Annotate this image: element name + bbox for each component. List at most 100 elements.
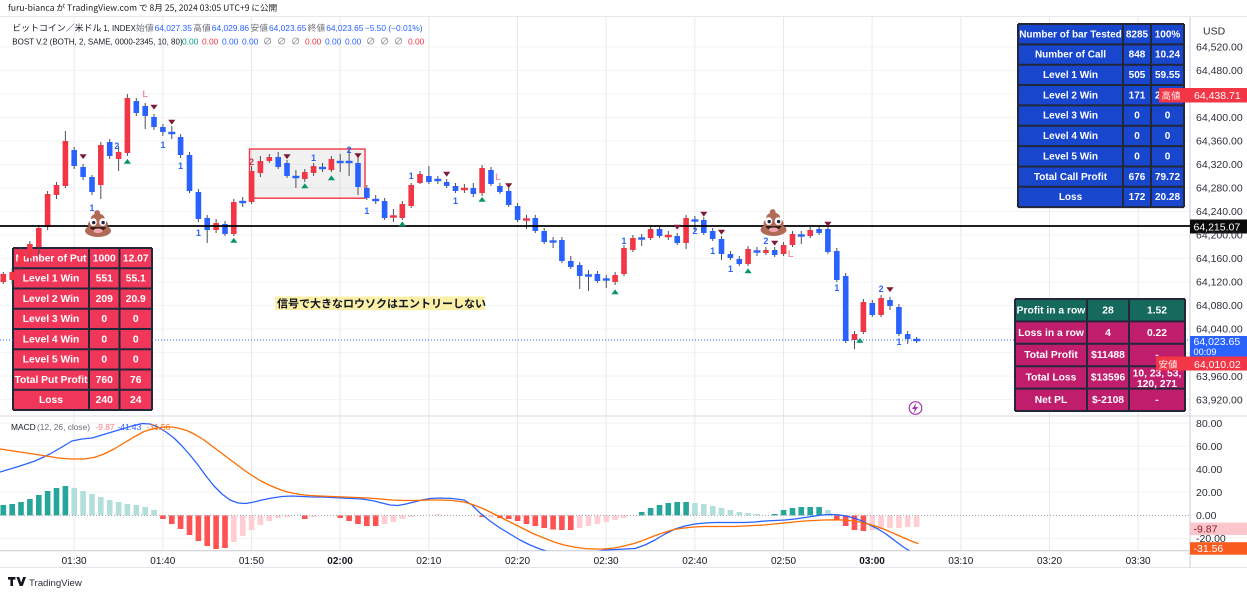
- svg-text:Number of bar Tested: Number of bar Tested: [1019, 29, 1122, 40]
- svg-text:1: 1: [834, 283, 839, 293]
- svg-text:0: 0: [1134, 131, 1140, 142]
- svg-text:2: 2: [249, 157, 254, 167]
- svg-text:63,920.00: 63,920.00: [1196, 394, 1243, 406]
- svg-text:Loss in a row: Loss in a row: [1018, 328, 1085, 339]
- svg-text:0: 0: [1134, 151, 1140, 162]
- svg-text:Loss: Loss: [39, 395, 63, 406]
- svg-text:63,960.00: 63,960.00: [1196, 371, 1243, 383]
- svg-text:00:09: 00:09: [1194, 347, 1217, 357]
- svg-text:01:30: 01:30: [62, 556, 87, 567]
- svg-text:Level 4 Win: Level 4 Win: [23, 334, 80, 345]
- svg-text:60.00: 60.00: [1196, 441, 1222, 453]
- svg-text:1: 1: [728, 264, 733, 274]
- svg-text:0.00: 0.00: [408, 37, 425, 47]
- svg-text:64,200.00: 64,200.00: [1196, 230, 1243, 242]
- svg-text:Level 4 Win: Level 4 Win: [1043, 131, 1098, 142]
- svg-text:02:00: 02:00: [327, 556, 353, 567]
- svg-text:64,520.00: 64,520.00: [1196, 42, 1243, 54]
- svg-text:L: L: [142, 89, 148, 99]
- svg-text:-31.56: -31.56: [1194, 543, 1224, 555]
- svg-text:120, 271: 120, 271: [1137, 379, 1177, 390]
- svg-text:Level 1 Win: Level 1 Win: [1043, 70, 1098, 81]
- svg-text:59.55: 59.55: [1155, 70, 1180, 81]
- svg-text:02:40: 02:40: [682, 556, 707, 567]
- svg-text:64,023.65: 64,023.65: [269, 23, 307, 33]
- svg-text:, 1, INDEX: , 1, INDEX: [99, 24, 137, 33]
- svg-text:0: 0: [101, 334, 107, 345]
- svg-text:02:10: 02:10: [416, 556, 441, 567]
- svg-text:0: 0: [1165, 131, 1171, 142]
- svg-text:USD: USD: [1203, 26, 1226, 38]
- svg-text:Number of Put: Number of Put: [16, 253, 88, 264]
- svg-text:240: 240: [96, 395, 113, 406]
- svg-text:-9.87: -9.87: [1194, 523, 1218, 535]
- svg-text:505: 505: [1129, 70, 1146, 81]
- svg-text:(12, 26, close): (12, 26, close): [37, 422, 90, 432]
- svg-text:676: 676: [1129, 172, 1146, 183]
- svg-text:64,120.00: 64,120.00: [1196, 277, 1243, 289]
- svg-text:64,023.65: 64,023.65: [1194, 336, 1241, 348]
- svg-text:-20.00: -20.00: [1196, 533, 1226, 545]
- svg-text:MACD: MACD: [11, 422, 36, 432]
- svg-text:1: 1: [178, 161, 183, 171]
- svg-text:0: 0: [133, 334, 139, 345]
- svg-text:64,360.00: 64,360.00: [1196, 136, 1243, 148]
- svg-text:Total Put Profit: Total Put Profit: [14, 375, 88, 386]
- svg-text:0.00: 0.00: [1196, 510, 1217, 522]
- svg-text:4: 4: [1105, 328, 1111, 339]
- svg-text:0.00: 0.00: [325, 37, 342, 47]
- svg-text:64,240.00: 64,240.00: [1196, 206, 1243, 218]
- svg-text:02:30: 02:30: [594, 556, 619, 567]
- svg-text:172: 172: [1129, 192, 1146, 203]
- svg-text:551: 551: [96, 274, 113, 285]
- svg-text:Level 2 Win: Level 2 Win: [23, 294, 80, 305]
- svg-text:171: 171: [1129, 90, 1146, 101]
- svg-text:64,215.07: 64,215.07: [1194, 221, 1241, 233]
- svg-text:1000: 1000: [93, 253, 116, 264]
- svg-text:0.00: 0.00: [182, 37, 199, 47]
- svg-text:Level 3 Win: Level 3 Win: [23, 314, 80, 325]
- svg-text:$-2108: $-2108: [1092, 395, 1124, 406]
- svg-text:Loss: Loss: [1059, 192, 1083, 203]
- svg-text:0.00: 0.00: [242, 37, 259, 47]
- svg-text:0: 0: [1134, 111, 1140, 122]
- svg-text:8285: 8285: [1126, 29, 1149, 40]
- svg-text:1: 1: [311, 153, 316, 163]
- svg-text:80.00: 80.00: [1196, 418, 1222, 430]
- svg-text:1: 1: [90, 203, 95, 213]
- svg-text:Profit in a row: Profit in a row: [1017, 305, 1087, 316]
- svg-text:0: 0: [101, 355, 107, 366]
- svg-text:Level 2 Win: Level 2 Win: [1043, 90, 1098, 101]
- svg-text:24: 24: [130, 395, 142, 406]
- svg-text:0: 0: [133, 314, 139, 325]
- svg-text:64,027.35: 64,027.35: [155, 23, 193, 33]
- svg-text:-31.56: -31.56: [147, 422, 171, 432]
- svg-text:10.24: 10.24: [1155, 50, 1180, 61]
- svg-text:0.00: 0.00: [222, 37, 239, 47]
- svg-text:10, 23, 53,: 10, 23, 53,: [1133, 368, 1182, 379]
- svg-text:03:10: 03:10: [948, 556, 973, 567]
- svg-text:03:20: 03:20: [1037, 556, 1062, 567]
- svg-text:209: 209: [96, 294, 113, 305]
- svg-text:1: 1: [622, 236, 627, 246]
- svg-text:02:50: 02:50: [771, 556, 796, 567]
- svg-text:-41.43: -41.43: [118, 422, 142, 432]
- svg-text:Total Loss: Total Loss: [1026, 373, 1077, 384]
- svg-text:Total Profit: Total Profit: [1024, 350, 1078, 361]
- svg-text:1.52: 1.52: [1147, 305, 1167, 316]
- svg-text:TradingView: TradingView: [29, 578, 82, 589]
- svg-text:Net PL: Net PL: [1035, 395, 1068, 406]
- svg-text:03:00: 03:00: [859, 556, 885, 567]
- svg-text:64,438.71: 64,438.71: [1194, 90, 1241, 102]
- svg-text:03:30: 03:30: [1126, 556, 1151, 567]
- svg-text:$13596: $13596: [1091, 373, 1126, 384]
- svg-text:79.72: 79.72: [1155, 172, 1180, 183]
- svg-text:1: 1: [453, 196, 458, 206]
- svg-text:76: 76: [130, 375, 142, 386]
- svg-text:−5.50 (−0.01%): −5.50 (−0.01%): [365, 23, 423, 33]
- svg-text:2: 2: [763, 236, 768, 246]
- svg-text:64,040.00: 64,040.00: [1196, 324, 1243, 336]
- svg-text:0.00: 0.00: [345, 37, 362, 47]
- svg-text:0: 0: [101, 314, 107, 325]
- svg-text:64,010.02: 64,010.02: [1194, 359, 1241, 371]
